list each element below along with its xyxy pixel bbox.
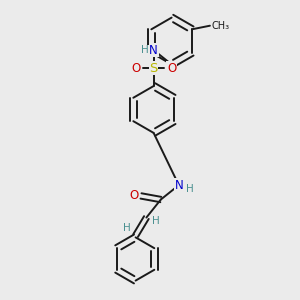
Text: H: H <box>186 184 194 194</box>
Text: H: H <box>123 224 130 233</box>
Text: CH₃: CH₃ <box>212 21 230 31</box>
Text: H: H <box>152 216 159 226</box>
Text: N: N <box>149 44 158 56</box>
Text: H: H <box>141 45 148 55</box>
Text: S: S <box>149 61 158 74</box>
Text: O: O <box>131 61 140 74</box>
Text: O: O <box>167 61 176 74</box>
Text: N: N <box>174 178 183 192</box>
Text: O: O <box>129 189 138 203</box>
